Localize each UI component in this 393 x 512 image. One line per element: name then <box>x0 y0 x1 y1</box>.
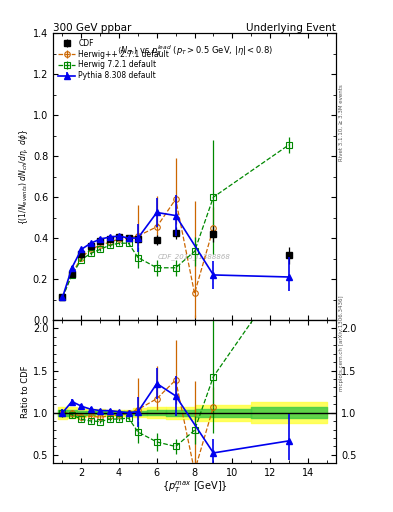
Y-axis label: $\{(1/N_{events})\ dN_{ch}/d\eta,\ d\phi\}$: $\{(1/N_{events})\ dN_{ch}/d\eta,\ d\phi… <box>17 129 30 225</box>
Text: Underlying Event: Underlying Event <box>246 23 336 32</box>
Text: $\langle N_{ch}\rangle$ vs $p_T^{lead}$ ($p_T > 0.5$ GeV, $|\eta| < 0.8$): $\langle N_{ch}\rangle$ vs $p_T^{lead}$ … <box>116 44 273 58</box>
Text: 300 GeV ppbar: 300 GeV ppbar <box>53 23 131 32</box>
Text: mcplots.cern.ch [arXiv:1306.3436]: mcplots.cern.ch [arXiv:1306.3436] <box>339 295 344 391</box>
X-axis label: $\{p_T^{max}$ [GeV]$\}$: $\{p_T^{max}$ [GeV]$\}$ <box>162 480 228 495</box>
Text: Rivet 3.1.10, ≥ 3.3M events: Rivet 3.1.10, ≥ 3.3M events <box>339 84 344 161</box>
Text: CDF_2015_I1388868: CDF_2015_I1388868 <box>158 253 231 260</box>
Legend: CDF, Herwig++ 2.7.1 default, Herwig 7.2.1 default, Pythia 8.308 default: CDF, Herwig++ 2.7.1 default, Herwig 7.2.… <box>56 36 171 82</box>
Y-axis label: Ratio to CDF: Ratio to CDF <box>21 366 30 418</box>
